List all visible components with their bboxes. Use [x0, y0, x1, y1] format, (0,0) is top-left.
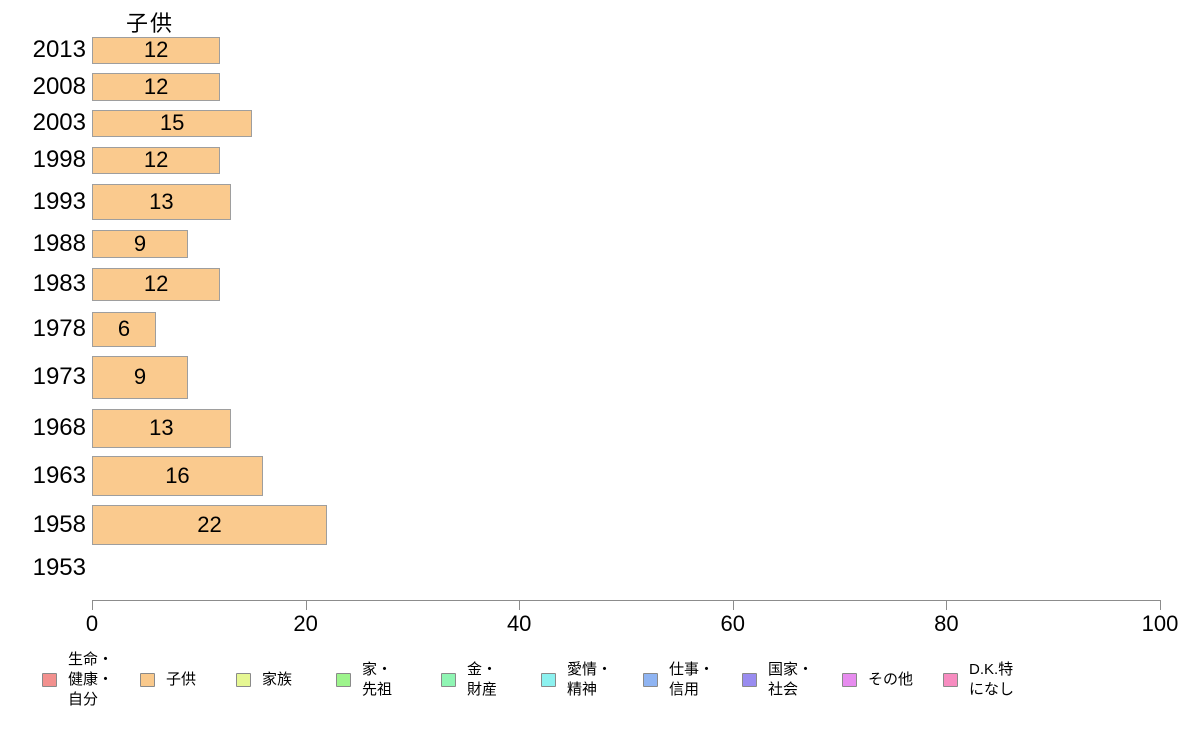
chart-title: 子供 — [126, 11, 175, 36]
y-axis-tick-label: 1958 — [32, 511, 86, 538]
legend-item: 愛情・ 精神 — [541, 644, 612, 716]
y-axis-tick-label: 1993 — [32, 188, 86, 215]
x-axis-tick-label: 20 — [293, 611, 318, 636]
legend-label: 子供 — [166, 671, 197, 688]
legend-swatch — [541, 673, 556, 687]
x-axis-tick-label: 0 — [85, 611, 99, 636]
legend-swatch — [742, 673, 757, 687]
y-axis-tick-label: 1978 — [32, 315, 86, 342]
x-axis-tick-label: 40 — [506, 611, 532, 636]
y-axis-tick-label: 1983 — [32, 270, 86, 297]
x-axis-tick — [92, 600, 93, 610]
bar: 16 — [92, 456, 263, 496]
bar: 13 — [92, 408, 231, 448]
bar-value-label: 15 — [159, 110, 185, 135]
y-axis-tick-label: 1998 — [32, 146, 86, 173]
legend-label: 家・ 先祖 — [362, 661, 393, 698]
legend-item: D.K.特 になし — [943, 644, 1014, 716]
bar: 12 — [92, 146, 221, 174]
bar: 6 — [92, 311, 157, 347]
legend-label: その他 — [868, 671, 914, 688]
legend-item: 金・ 財産 — [441, 644, 497, 716]
bar-value-label: 9 — [133, 364, 147, 389]
y-axis-tick-label: 2003 — [32, 109, 86, 136]
legend-swatch — [336, 673, 351, 687]
legend-label: D.K.特 になし — [969, 661, 1015, 698]
bar-value-label: 13 — [149, 415, 174, 440]
x-axis-tick — [1160, 600, 1161, 610]
bar-value-label: 9 — [133, 231, 147, 256]
legend-item: 国家・ 社会 — [742, 644, 813, 716]
y-axis-tick-label: 2013 — [32, 36, 86, 63]
legend-item: 家族 — [236, 644, 292, 716]
legend-item: 仕事・ 信用 — [643, 644, 714, 716]
bar-value-label: 12 — [143, 271, 169, 296]
legend-swatch — [842, 673, 857, 687]
x-axis-tick — [946, 600, 948, 610]
bar-value-label: 16 — [165, 463, 190, 488]
y-axis-tick-label: 1963 — [32, 462, 86, 489]
legend-item: 生命・ 健康・ 自分 — [42, 644, 113, 716]
bar: 9 — [92, 230, 189, 258]
legend-swatch — [236, 673, 251, 687]
x-axis-tick — [305, 600, 307, 610]
y-axis-tick-label: 1988 — [32, 230, 86, 257]
legend-label: 生命・ 健康・ 自分 — [68, 651, 114, 708]
legend-label: 愛情・ 精神 — [567, 661, 613, 698]
legend-item: その他 — [842, 644, 913, 716]
bar-value-label: 6 — [117, 316, 131, 341]
bar: 22 — [92, 505, 327, 545]
bar: 13 — [92, 184, 231, 220]
bar-value-label: 22 — [197, 512, 222, 537]
bar: 15 — [92, 109, 253, 137]
bar: 12 — [92, 267, 221, 301]
x-axis-tick-label: 60 — [720, 611, 746, 636]
x-axis-tick — [732, 600, 734, 610]
legend-item: 子供 — [140, 644, 196, 716]
legend-swatch — [943, 673, 958, 687]
y-axis-tick-label: 1973 — [32, 363, 86, 390]
y-axis-tick-label: 1968 — [32, 414, 86, 441]
x-axis-line — [92, 600, 1161, 601]
legend-label: 国家・ 社会 — [768, 661, 814, 698]
legend-label: 金・ 財産 — [467, 661, 498, 698]
y-axis-tick-label: 2008 — [32, 73, 86, 100]
bar-value-label: 12 — [143, 74, 169, 99]
legend-label: 家族 — [262, 671, 293, 688]
x-axis-tick — [519, 600, 521, 610]
legend-item: 家・ 先祖 — [336, 644, 392, 716]
y-axis-tick-label: 1953 — [32, 554, 86, 581]
bar-value-label: 12 — [143, 147, 169, 172]
bar-value-label: 12 — [143, 37, 169, 62]
legend-swatch — [140, 673, 155, 687]
legend-swatch — [643, 673, 658, 687]
bar-value-label: 13 — [149, 189, 174, 214]
x-axis-tick-label: 100 — [1141, 611, 1179, 636]
legend-swatch — [42, 673, 57, 687]
bar: 12 — [92, 36, 221, 64]
legend-label: 仕事・ 信用 — [669, 661, 715, 698]
x-axis-tick-label: 80 — [934, 611, 959, 636]
bar: 12 — [92, 73, 221, 101]
legend-swatch — [441, 673, 456, 687]
bar: 9 — [92, 355, 189, 399]
